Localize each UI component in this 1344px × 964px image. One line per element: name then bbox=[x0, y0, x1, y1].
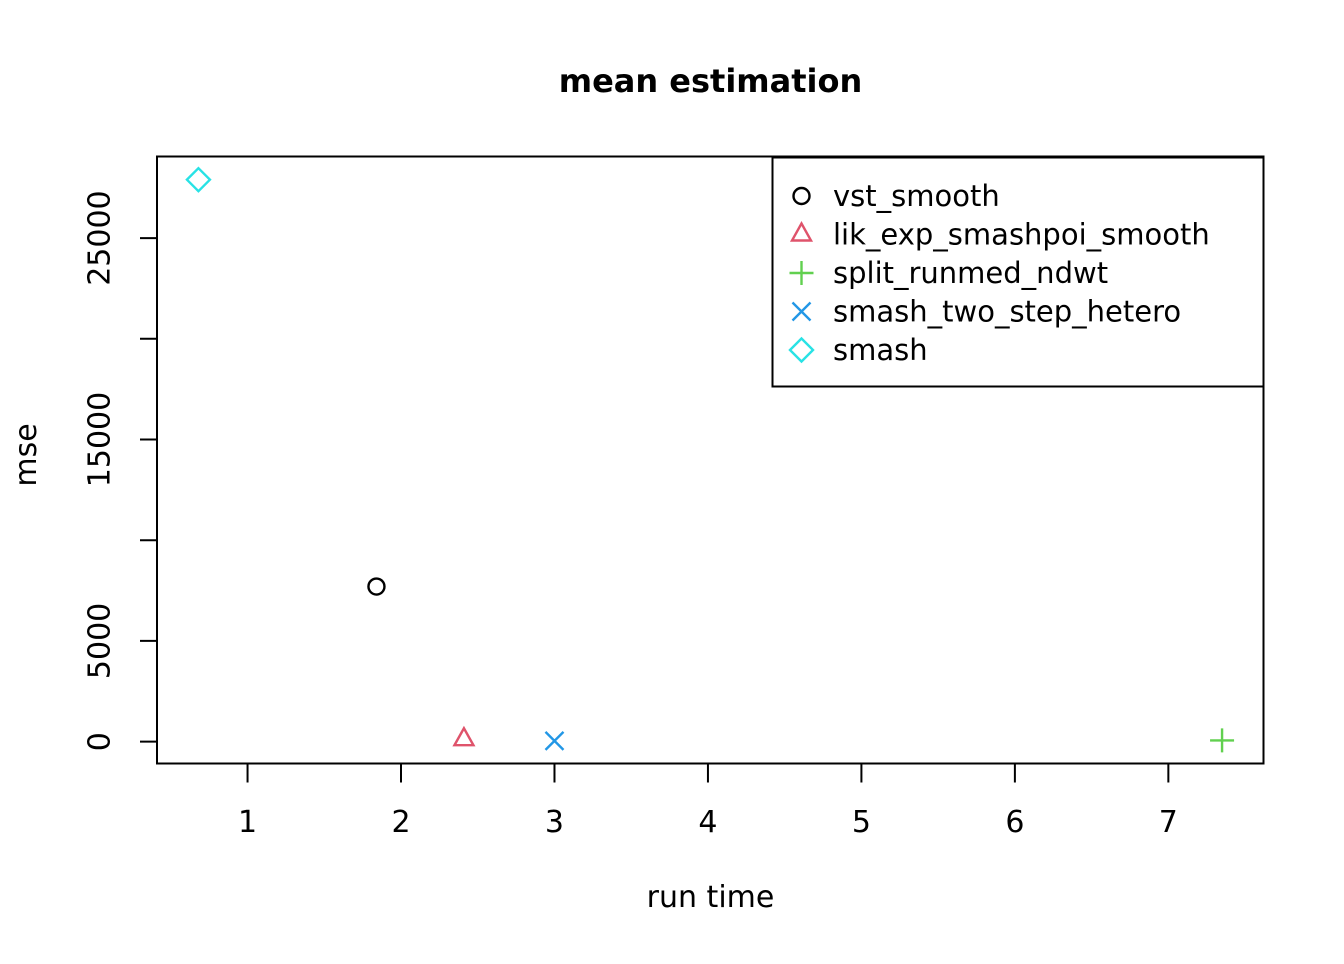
legend-item-label: split_runmed_ndwt bbox=[833, 256, 1108, 290]
x-axis-tick-label: 3 bbox=[545, 805, 564, 840]
x-axis-tick-label: 5 bbox=[852, 805, 871, 840]
data-point-smash_two_step_hetero bbox=[544, 730, 565, 751]
legend-marker-diamond bbox=[788, 336, 815, 364]
y-axis-label: mse bbox=[9, 423, 44, 487]
legend-marker-x bbox=[791, 301, 812, 322]
y-axis-tick-label: 15000 bbox=[83, 392, 118, 487]
legend-item-label: vst_smooth bbox=[833, 179, 1000, 213]
x-axis-tick-label: 4 bbox=[698, 805, 717, 840]
y-axis-tick-label: 5000 bbox=[83, 603, 118, 679]
data-point-split_runmed_ndwt bbox=[1210, 728, 1235, 753]
legend-marker-triangle bbox=[789, 221, 814, 242]
legend-marker-plus bbox=[789, 261, 814, 285]
x-axis-tick-label: 6 bbox=[1005, 805, 1024, 840]
y-axis-tick-label: 0 bbox=[83, 732, 118, 751]
data-point-vst_smooth bbox=[367, 577, 386, 596]
legend-item-label: smash_two_step_hetero bbox=[833, 295, 1181, 329]
plot-border bbox=[156, 155, 1265, 765]
x-axis-tick-label: 1 bbox=[238, 805, 257, 840]
data-point-lik_exp_smashpoi_smooth bbox=[452, 725, 476, 747]
x-axis-tick-label: 2 bbox=[391, 805, 410, 840]
y-axis-tick-label: 25000 bbox=[83, 190, 118, 285]
x-axis-tick-label: 7 bbox=[1159, 805, 1178, 840]
x-axis-label: run time bbox=[646, 880, 775, 915]
legend-item-label: smash bbox=[833, 333, 928, 367]
legend-box bbox=[771, 156, 1265, 388]
chart-title: mean estimation bbox=[558, 62, 863, 100]
legend-item-label: lik_exp_smashpoi_smooth bbox=[833, 218, 1210, 252]
legend-marker-circle bbox=[792, 186, 811, 206]
data-point-smash bbox=[185, 166, 212, 193]
